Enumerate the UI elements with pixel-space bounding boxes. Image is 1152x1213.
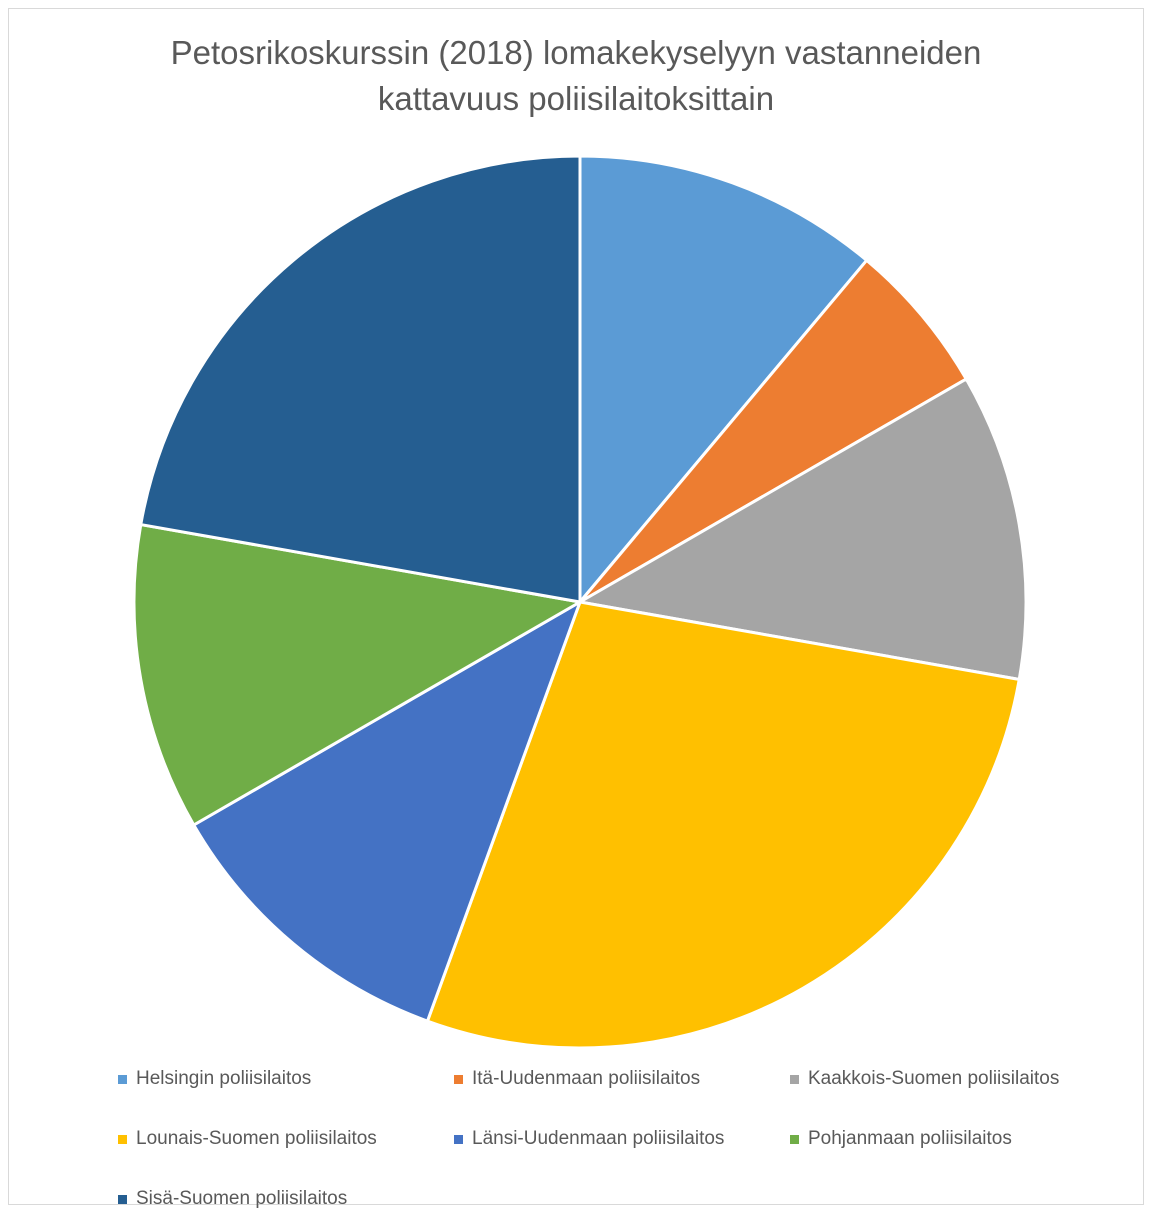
- legend-swatch: [790, 1134, 799, 1144]
- legend-label: Länsi-Uudenmaan poliisilaitos: [472, 1128, 725, 1149]
- legend-item-7: Sisä-Suomen poliisilaitos: [118, 1188, 347, 1210]
- legend-label: Lounais-Suomen poliisilaitos: [136, 1128, 377, 1149]
- legend-swatch: [118, 1074, 127, 1084]
- legend-swatch: [454, 1134, 463, 1144]
- pie-slice-2: [578, 258, 968, 604]
- legend-swatch: [118, 1134, 127, 1144]
- chart-title-line-2: kattavuus poliisilaitoksittain: [377, 80, 775, 117]
- chart-title: Petosrikoskurssin (2018) lomakekyselyyn …: [0, 30, 1152, 122]
- legend-swatch: [454, 1074, 463, 1084]
- chart-title-line-1: Petosrikoskurssin (2018) lomakekyselyyn …: [170, 34, 982, 71]
- legend-label: Helsingin poliisilaitos: [136, 1068, 312, 1089]
- pie-slice-1: [578, 154, 869, 604]
- legend-item-4: Lounais-Suomen poliisilaitos: [118, 1128, 377, 1150]
- legend-item-2: Itä-Uudenmaan poliisilaitos: [454, 1068, 700, 1090]
- legend-item-5: Länsi-Uudenmaan poliisilaitos: [454, 1128, 724, 1150]
- legend-swatch: [790, 1074, 799, 1084]
- pie-slice-4: [425, 600, 1021, 1050]
- pie-slice-3: [578, 377, 1028, 681]
- legend-label: Pohjanmaan poliisilaitos: [808, 1128, 1012, 1149]
- legend-item-1: Helsingin poliisilaitos: [118, 1068, 311, 1090]
- legend-swatch: [118, 1194, 127, 1204]
- pie-slice-5: [192, 600, 582, 1023]
- legend-item-3: Kaakkois-Suomen poliisilaitos: [790, 1068, 1059, 1090]
- legend-label: Sisä-Suomen poliisilaitos: [136, 1188, 348, 1209]
- pie-slice-6: [132, 523, 582, 827]
- pie-slice-7: [139, 154, 582, 604]
- legend-label: Itä-Uudenmaan poliisilaitos: [472, 1068, 701, 1089]
- legend-item-6: Pohjanmaan poliisilaitos: [790, 1128, 1012, 1150]
- legend-label: Kaakkois-Suomen poliisilaitos: [808, 1068, 1060, 1089]
